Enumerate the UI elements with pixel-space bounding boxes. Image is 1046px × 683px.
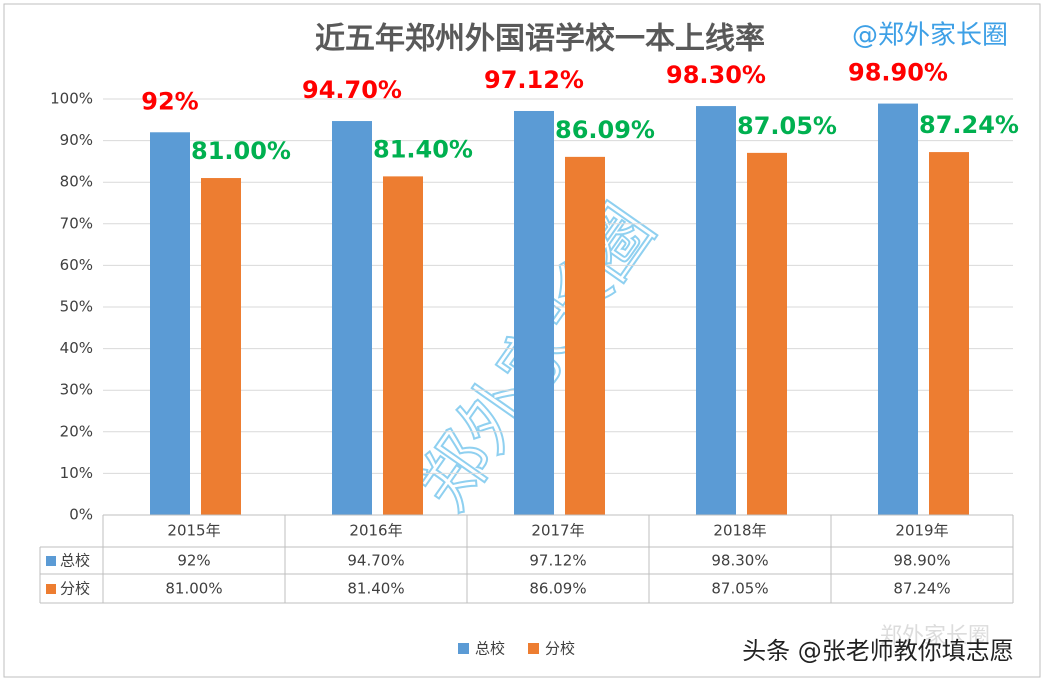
y-tick-label: 100% [50,90,93,108]
bar [565,156,605,515]
bar [514,110,554,515]
table-cell: 86.09% [529,580,586,598]
data-label: 92% [141,87,198,115]
legend-swatch [458,643,469,654]
data-label: 87.05% [737,112,837,140]
table-cell: 98.30% [711,552,768,570]
y-tick-label: 0% [69,506,93,524]
x-tick-label: 2019年 [895,522,948,540]
x-tick-label: 2015年 [167,522,220,540]
legend-swatch [46,556,56,566]
bar [696,106,736,516]
bar [332,121,372,515]
table-cell: 97.12% [529,552,586,570]
data-label: 87.24% [919,111,1019,139]
data-label: 81.00% [191,137,291,165]
y-tick-label: 90% [60,131,93,149]
table-cell: 81.00% [165,580,222,598]
legend-swatch [46,584,56,594]
table-cell: 87.24% [893,580,950,598]
x-tick-label: 2016年 [349,522,402,540]
y-tick-label: 10% [60,464,93,482]
data-label: 94.70% [302,76,402,104]
x-tick-label: 2018年 [713,522,766,540]
table-row-header: 分校 [60,580,90,598]
legend-label: 总校 [475,640,505,658]
chart-title: 近五年郑州外国语学校一本上线率 [315,22,765,57]
table-cell: 94.70% [347,552,404,570]
data-label: 98.30% [666,61,766,89]
table-row-header: 总校 [60,552,90,570]
y-tick-label: 50% [60,298,93,316]
bar [878,103,918,516]
data-label: 97.12% [484,66,584,94]
table-cell: 81.40% [347,580,404,598]
y-tick-label: 20% [60,422,93,440]
legend-label: 分校 [545,640,575,658]
bar [929,152,969,515]
data-label: 81.40% [373,135,473,163]
watermark: 郑外家长圈 [880,624,990,649]
data-label: 98.90% [848,59,948,87]
legend-swatch [528,643,539,654]
y-tick-label: 30% [60,381,93,399]
y-tick-label: 70% [60,214,93,232]
table-cell: 87.05% [711,580,768,598]
y-tick-label: 80% [60,173,93,191]
x-tick-label: 2017年 [531,522,584,540]
table-cell: 92% [177,552,210,570]
bar [150,132,190,515]
y-tick-label: 60% [60,256,93,274]
footer-source: 头条 @张老师教你填志愿 [742,637,1014,665]
data-label: 86.09% [555,116,655,144]
bar [201,178,241,516]
watermark: @郑外家长圈 [852,21,1008,51]
bar [747,152,787,515]
y-tick-label: 40% [60,339,93,357]
bar [383,176,423,515]
table-cell: 98.90% [893,552,950,570]
